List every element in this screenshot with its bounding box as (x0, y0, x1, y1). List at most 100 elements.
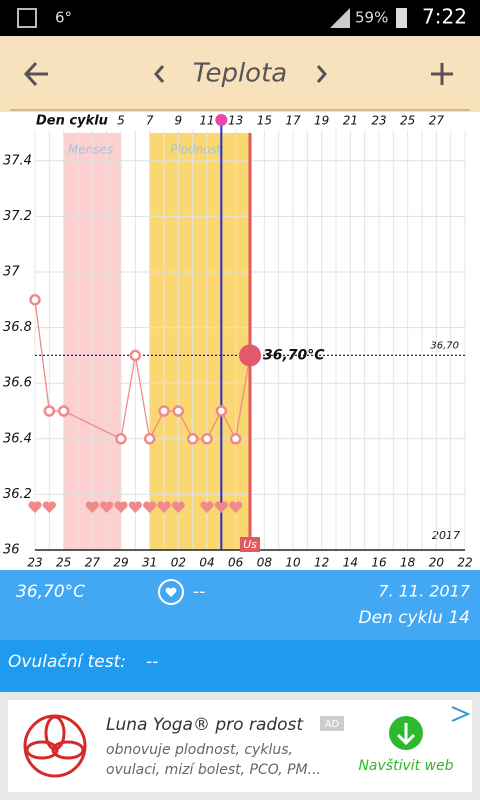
ad-text-line1: obnovuje plodnost, cyklus, (106, 742, 293, 758)
x-tick-label: 20 (429, 556, 445, 570)
data-point (201, 433, 213, 445)
ad-badge: AD (325, 719, 340, 730)
ad-badge-box (320, 716, 344, 731)
info-bar (0, 570, 480, 640)
cycle-day-label: 13 (228, 114, 243, 128)
ad-arrow (396, 723, 416, 746)
info-date: 7. 11. 2017 (378, 582, 470, 601)
line-segment (235, 355, 251, 439)
data-point (215, 405, 228, 417)
cycle-day-label: 11 (199, 114, 214, 128)
cycle-day-label: 23 (371, 114, 386, 128)
y-tick-label: 37.4 (3, 153, 32, 168)
today-label-box (240, 537, 260, 552)
battery-icon (396, 8, 407, 28)
data-point (158, 405, 170, 417)
data-point (229, 433, 242, 445)
info-temperature: 36,70°C (16, 582, 85, 602)
intercourse-heart (128, 501, 142, 513)
data-point (186, 433, 199, 445)
ovulation-test-value: -- (146, 652, 158, 672)
y-tick-label: 37 (3, 265, 20, 280)
intercourse-heart (85, 501, 99, 513)
ovulation-dot (215, 114, 228, 126)
x-tick-label: 18 (400, 556, 416, 570)
y-tick-label: 37.2 (3, 209, 32, 224)
header (0, 36, 480, 112)
header-title: Teplota (193, 59, 287, 89)
x-tick-label: 31 (142, 556, 157, 570)
cycle-day-label: 5 (117, 114, 125, 128)
cycle-day-label: 15 (257, 114, 272, 128)
ad-choices-icon (451, 706, 471, 722)
intercourse-heart (100, 501, 114, 513)
data-point (143, 433, 156, 445)
mood-button[interactable] (158, 579, 184, 605)
x-axis-title: Den cyklu (36, 114, 108, 129)
x-tick-label: 06 (228, 556, 244, 570)
y-tick-label: 36.6 (3, 376, 32, 391)
x-tick-label: 29 (113, 556, 128, 570)
data-point (172, 405, 185, 417)
data-point (29, 294, 41, 306)
menses-label: Menses (68, 143, 113, 157)
intercourse-heart (157, 501, 171, 513)
add-button[interactable] (431, 63, 453, 85)
line-segment (134, 355, 151, 439)
data-point (129, 349, 142, 362)
line-segment (63, 410, 122, 440)
intercourse-heart (200, 501, 214, 513)
y-tick-label: 36.4 (3, 431, 32, 446)
y-tick-label: 36.8 (3, 320, 32, 335)
x-tick-label: 02 (171, 556, 186, 570)
prev-button[interactable] (154, 65, 165, 83)
intercourse-heart (42, 501, 56, 513)
fertility-band (150, 133, 249, 550)
y-tick-label: 36 (3, 543, 20, 558)
ovulation-test-label: Ovulační test: (8, 652, 126, 672)
data-point (43, 405, 56, 417)
intercourse-heart (28, 501, 42, 513)
ad-title: Luna Yoga® pro radost (106, 715, 304, 735)
cycle-day-label: 19 (314, 114, 329, 128)
today-label: Us (243, 538, 257, 551)
fertility-label: Plodnost (170, 143, 223, 157)
x-tick-label: 12 (314, 556, 329, 570)
next-button[interactable] (316, 65, 327, 83)
line-segment (120, 355, 136, 439)
x-tick-label: 23 (27, 556, 42, 570)
intercourse-heart (114, 501, 128, 513)
y-tick-label: 36.2 (3, 487, 32, 502)
info-mood: -- (193, 582, 205, 602)
intercourse-heart (171, 501, 185, 513)
plot: Menses Plodnost Den cyklu 20 17 36 36.2 36.… (3, 114, 473, 570)
ad-logo (23, 714, 87, 778)
data-point (57, 405, 70, 417)
x-tick-label: 16 (371, 556, 387, 570)
x-tick-label: 08 (257, 556, 273, 570)
cycle-day-label: 25 (400, 114, 415, 128)
x-tick-label: 25 (56, 556, 71, 570)
x-tick-label: 22 (457, 556, 472, 570)
cycle-day-label: 27 (429, 114, 445, 128)
data-point (239, 344, 261, 367)
back-button[interactable] (23, 61, 48, 87)
status-temperature: 6° (55, 9, 72, 27)
gallery-icon (17, 8, 37, 28)
ovulation-bar[interactable] (0, 640, 480, 692)
ad-text-line2: ovulaci, mizí bolest, PCO, PM... (106, 762, 321, 778)
x-tick-label: 10 (285, 556, 301, 570)
ad-button[interactable]: Navštivit web (358, 758, 453, 774)
info-cycle-day: Den cyklu 14 (358, 608, 470, 628)
x-tick-label: 04 (199, 556, 214, 570)
value-label: 36,70°C (263, 347, 325, 363)
cycle-day-label: 17 (285, 114, 301, 128)
cycle-day-label: 21 (343, 114, 358, 128)
reference-label: 36,70 (430, 340, 459, 351)
intercourse-heart (214, 501, 228, 513)
mood-icon (165, 587, 177, 597)
x-tick-label: 14 (343, 556, 358, 570)
intercourse-heart (229, 501, 243, 513)
